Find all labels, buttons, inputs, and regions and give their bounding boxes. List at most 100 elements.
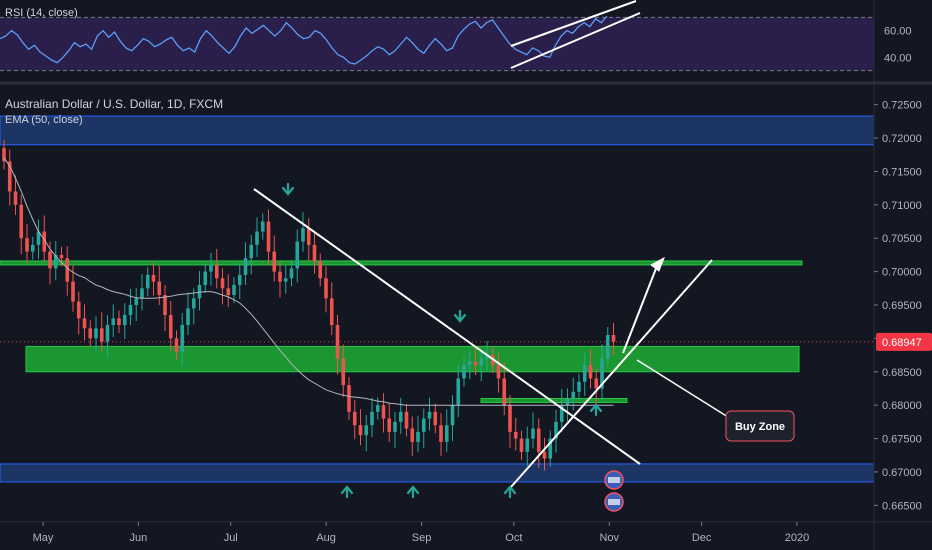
candle	[393, 411, 397, 448]
buy-zone-callout[interactable]: Buy Zone	[725, 410, 795, 442]
candle-body	[306, 228, 311, 245]
candle	[508, 395, 512, 448]
candle-body	[531, 428, 535, 439]
candle-body	[88, 328, 93, 339]
candle	[450, 395, 455, 442]
candle-body	[128, 305, 133, 316]
candle-body	[329, 298, 334, 326]
candle	[352, 399, 357, 440]
candle	[203, 263, 208, 293]
candle	[404, 403, 409, 437]
candle	[444, 409, 449, 452]
time-tick-label: Dec	[692, 532, 712, 544]
candle	[117, 310, 121, 334]
last-price-label: 0.68947	[882, 337, 922, 349]
candle-body	[605, 335, 610, 359]
time-tick-label: May	[33, 532, 54, 544]
candle	[209, 252, 213, 286]
price-tick-label: 0.70500	[882, 233, 922, 245]
candle-body	[398, 411, 403, 422]
candle-body	[358, 425, 363, 436]
candle-body	[611, 335, 616, 342]
candle	[456, 364, 461, 418]
candle	[25, 224, 29, 264]
candle-body	[13, 191, 18, 205]
candle	[42, 215, 47, 262]
candle	[7, 149, 12, 206]
candle-body	[289, 268, 294, 279]
candle-body	[370, 411, 374, 426]
candle-body	[255, 231, 259, 245]
candle-body	[571, 391, 576, 399]
candle	[358, 409, 363, 446]
candle-body	[421, 418, 426, 432]
candle	[306, 218, 311, 261]
candle-body	[117, 318, 121, 326]
candle	[243, 242, 248, 285]
candle	[145, 266, 150, 297]
candle-body	[272, 251, 277, 272]
candle-body	[364, 425, 369, 436]
arrow-up-icon	[340, 485, 354, 499]
candle-body	[393, 421, 397, 432]
candle	[605, 327, 610, 367]
candle	[410, 416, 415, 456]
candle	[82, 304, 87, 341]
price-tick-label: 0.68500	[882, 367, 922, 379]
candle	[272, 235, 277, 282]
candle-body	[157, 281, 162, 295]
candle-body	[260, 221, 265, 232]
candle	[226, 274, 231, 308]
candle-body	[559, 405, 564, 422]
candle	[467, 349, 472, 380]
candle	[53, 240, 58, 281]
candle	[76, 291, 81, 335]
candle-body	[548, 438, 553, 459]
candle	[427, 397, 432, 431]
candle	[416, 415, 420, 452]
candle-body	[65, 258, 70, 282]
candle	[462, 357, 466, 387]
candle	[496, 353, 501, 393]
zone-buy-zone	[25, 345, 800, 373]
rsi-tick-label: 40.00	[884, 52, 912, 64]
candle-body	[82, 318, 87, 329]
time-tick-label: Aug	[316, 532, 336, 544]
candle	[249, 234, 254, 275]
callout-box[interactable]	[725, 410, 795, 442]
candle-body	[2, 148, 6, 162]
candle	[255, 217, 259, 257]
candle	[19, 194, 24, 255]
candle-body	[462, 365, 466, 379]
candle	[71, 265, 75, 312]
time-tick-label: 2020	[785, 532, 809, 544]
candle-body	[7, 161, 12, 192]
candle-body	[496, 365, 501, 379]
candle	[433, 403, 438, 434]
candle	[312, 230, 317, 274]
candle	[381, 393, 386, 433]
candle	[513, 417, 518, 451]
candle	[398, 397, 403, 434]
time-tick-label: Jul	[224, 532, 238, 544]
candle-body	[249, 244, 254, 259]
candle	[531, 412, 535, 449]
candle-body	[352, 411, 357, 426]
candle	[421, 408, 426, 448]
candle	[502, 362, 507, 416]
candle-body	[48, 251, 52, 269]
flag-stripe	[608, 477, 620, 483]
candle-body	[42, 231, 47, 252]
rsi-line	[0, 15, 608, 65]
arrow-down-icon	[281, 182, 295, 196]
candle-body	[467, 361, 472, 366]
candle	[364, 415, 369, 452]
candle-body	[145, 274, 150, 289]
candle	[128, 288, 133, 326]
candle-body	[565, 398, 570, 406]
candle-body	[99, 328, 104, 342]
candle	[151, 262, 156, 296]
candle	[157, 265, 162, 306]
candle-body	[508, 405, 512, 432]
